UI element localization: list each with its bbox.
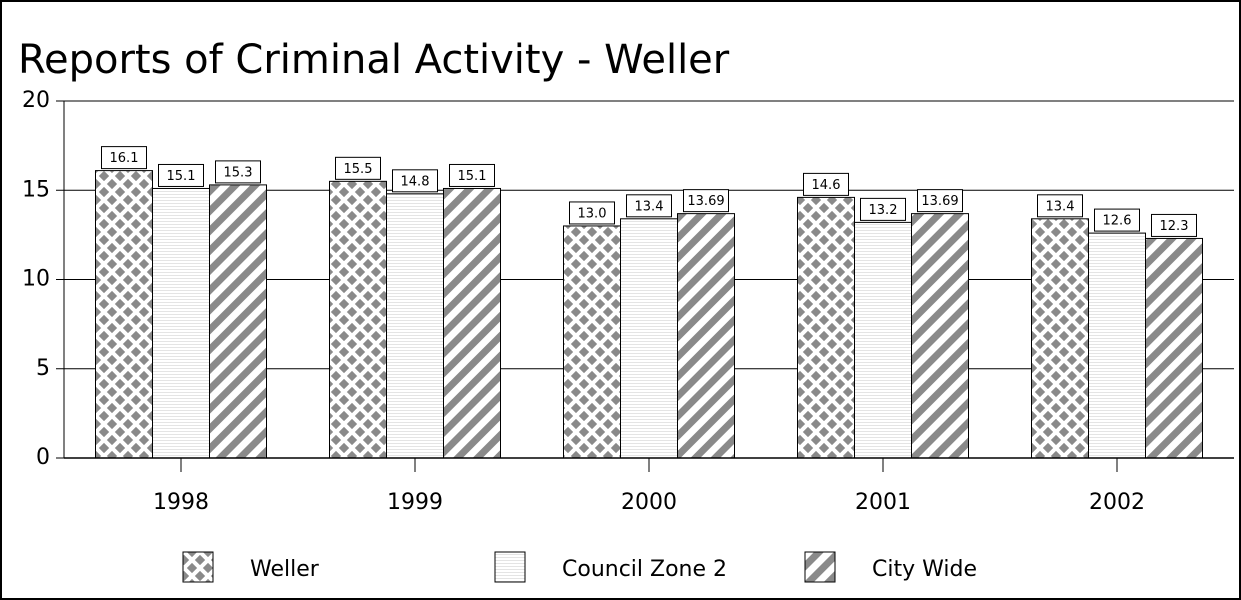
bar — [677, 213, 735, 459]
value-label: 13.0 — [578, 206, 607, 221]
bar — [209, 184, 267, 459]
legend-swatch — [494, 551, 526, 583]
value-label: 15.1 — [167, 169, 196, 184]
value-label: 15.5 — [344, 162, 373, 177]
value-label: 15.1 — [458, 169, 487, 184]
value-label: 14.6 — [812, 178, 841, 193]
value-label-box — [803, 172, 849, 196]
value-label: 13.69 — [921, 194, 958, 209]
value-label-box — [626, 194, 672, 218]
value-label: 13.4 — [635, 199, 664, 214]
y-tick-label: 15 — [22, 177, 50, 202]
value-label: 13.69 — [687, 194, 724, 209]
value-label: 15.3 — [224, 165, 253, 180]
legend-label: Council Zone 2 — [562, 557, 727, 582]
bar — [386, 193, 444, 459]
bar — [1031, 218, 1089, 459]
value-label: 12.6 — [1103, 214, 1132, 229]
value-label-box — [335, 156, 381, 180]
bar — [854, 221, 912, 459]
legend-swatch — [182, 551, 214, 583]
chart-title: Reports of Criminal Activity - Weller — [18, 37, 730, 83]
bar — [797, 196, 855, 459]
y-tick-label: 5 — [36, 356, 50, 381]
bar — [329, 180, 387, 459]
bar — [911, 213, 969, 459]
value-label-box — [1094, 208, 1140, 232]
value-label-box — [449, 163, 495, 187]
x-tick-label: 2001 — [855, 490, 911, 515]
value-label-box — [683, 189, 729, 213]
legend-swatch — [804, 551, 836, 583]
x-tick-label: 1998 — [153, 490, 209, 515]
value-label-box — [158, 163, 204, 187]
bar — [443, 187, 501, 459]
bar — [95, 170, 153, 459]
value-label-box — [1151, 213, 1197, 237]
value-label-box — [860, 197, 906, 221]
value-label: 13.2 — [869, 203, 898, 218]
bar — [620, 218, 678, 459]
value-label-box — [917, 189, 963, 213]
bar — [1145, 237, 1203, 459]
x-tick-label: 2002 — [1089, 490, 1145, 515]
value-label-box — [215, 160, 261, 184]
value-label-box — [1037, 194, 1083, 218]
bar — [152, 187, 210, 459]
value-label-box — [392, 169, 438, 193]
y-tick-label: 20 — [22, 88, 50, 113]
x-tick-label: 1999 — [387, 490, 443, 515]
bar — [1088, 232, 1146, 459]
value-label: 13.4 — [1046, 199, 1075, 214]
x-tick-label: 2000 — [621, 490, 677, 515]
value-label: 12.3 — [1160, 219, 1189, 234]
value-label: 16.1 — [110, 151, 139, 166]
value-label: 14.8 — [401, 174, 430, 189]
legend-label: City Wide — [872, 557, 977, 582]
value-label-box — [101, 146, 147, 170]
legend-label: Weller — [250, 557, 320, 582]
value-label-box — [569, 201, 615, 225]
y-tick-label: 0 — [36, 445, 50, 470]
y-tick-label: 10 — [22, 267, 50, 292]
bar — [563, 225, 621, 459]
